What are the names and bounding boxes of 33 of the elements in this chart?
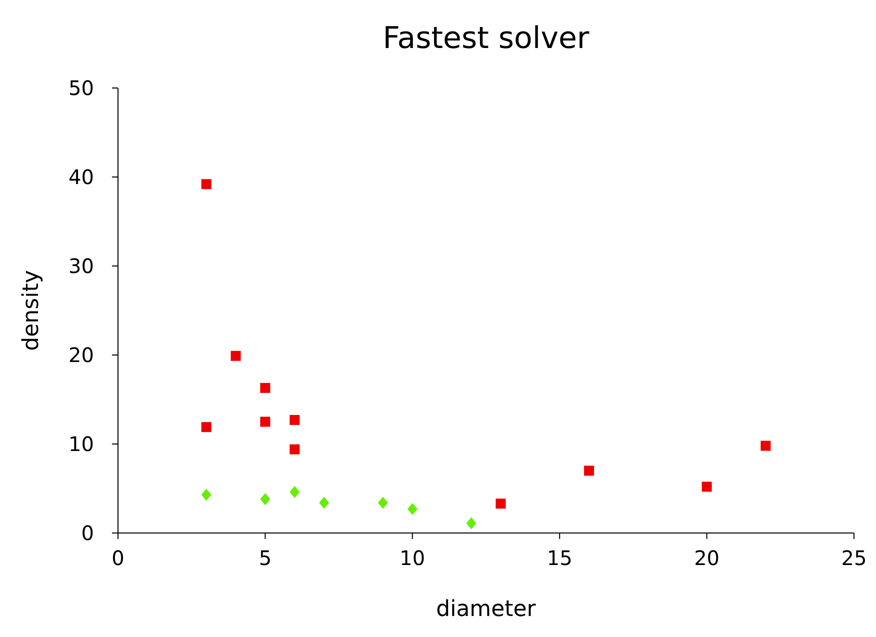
- y-tick-label: 50: [68, 76, 94, 100]
- y-tick-label: 20: [68, 343, 94, 367]
- y-tick-label: 10: [68, 432, 94, 456]
- point: [702, 482, 712, 492]
- x-tick-label: 10: [400, 546, 426, 570]
- point: [260, 416, 270, 427]
- x-tick-label: 20: [694, 546, 720, 570]
- x-axis-title: diameter: [436, 597, 537, 622]
- point: [290, 414, 300, 425]
- point: [201, 422, 212, 432]
- x-tick-label: 15: [546, 546, 572, 570]
- point: [760, 440, 771, 451]
- point: [201, 488, 212, 501]
- y-tick-label: 0: [81, 521, 94, 545]
- chart-title: Fastest solver: [382, 21, 590, 56]
- y-tick-label: 30: [68, 254, 94, 278]
- point: [584, 466, 594, 476]
- x-tick-label: 0: [112, 546, 124, 570]
- point: [260, 493, 270, 506]
- point: [378, 496, 388, 509]
- y-tick-label: 40: [68, 165, 94, 189]
- point: [496, 498, 506, 509]
- point: [319, 496, 330, 509]
- point: [466, 517, 476, 530]
- point: [230, 350, 241, 361]
- point: [290, 444, 300, 454]
- point: [290, 486, 300, 498]
- point: [260, 382, 270, 393]
- y-axis-title: density: [19, 270, 44, 351]
- point: [201, 179, 212, 190]
- x-tick-label: 25: [841, 546, 867, 570]
- x-tick-label: 5: [258, 546, 272, 570]
- point: [407, 502, 418, 515]
